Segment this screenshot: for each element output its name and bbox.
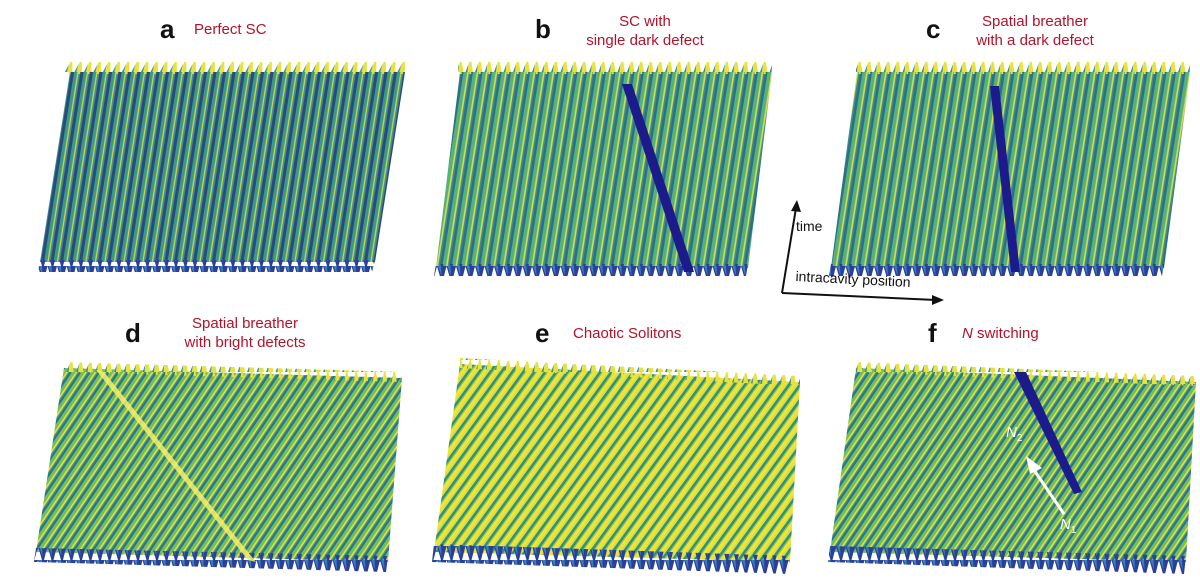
panel-title-c-line1: Spatial breather bbox=[982, 13, 1088, 30]
n1-label-subscript: 1 bbox=[1070, 525, 1077, 536]
panel-letter-d: d bbox=[125, 318, 141, 348]
panel-letter-a: a bbox=[160, 14, 175, 44]
panel-c-dark-defect bbox=[990, 86, 1020, 272]
panel-letter-e: e bbox=[535, 318, 550, 348]
n2-label: N2 bbox=[1006, 424, 1022, 444]
n1-label: N1 bbox=[1060, 516, 1076, 536]
panel-title-f-rest: switching bbox=[972, 325, 1039, 342]
panel-title-c-line2: with a dark defect bbox=[976, 32, 1094, 49]
panel-b-surface bbox=[434, 62, 772, 276]
position-axis-arrowhead bbox=[932, 295, 944, 305]
time-axis-label: time bbox=[796, 218, 823, 234]
axes-indicator bbox=[781, 200, 944, 305]
panel-f-surface bbox=[828, 362, 1196, 574]
panel-title-f-italic: N bbox=[962, 325, 973, 342]
switching-arrow-head bbox=[1026, 456, 1042, 474]
panel-title-b-line2: single dark defect bbox=[586, 32, 704, 49]
n2-label-subscript: 2 bbox=[1016, 433, 1023, 444]
panel-letter-f: f bbox=[928, 318, 937, 348]
n2-label-letter: N bbox=[1006, 424, 1017, 441]
panel-letter-c: c bbox=[926, 14, 941, 44]
panel-title-f: N switching bbox=[962, 324, 1039, 343]
panel-title-d-line1: Spatial breather bbox=[192, 315, 298, 332]
panel-c-surface bbox=[829, 62, 1190, 276]
panel-d-surface bbox=[34, 362, 402, 572]
n1-label-letter: N bbox=[1060, 516, 1071, 533]
panel-f-switching-defect bbox=[1014, 372, 1082, 494]
switching-arrow bbox=[1032, 469, 1066, 515]
panel-title-d-line2: with bright defects bbox=[184, 334, 306, 351]
panel-d-bright-defect bbox=[96, 370, 256, 562]
panel-title-d: Spatial breather with bright defects bbox=[165, 314, 325, 352]
panel-b-dark-defect bbox=[622, 84, 694, 272]
panel-title-e: Chaotic Solitons bbox=[573, 325, 682, 342]
panel-title-a: Perfect SC bbox=[194, 21, 267, 38]
time-axis-arrowhead bbox=[791, 200, 801, 212]
panel-title-c: Spatial breather with a dark defect bbox=[955, 12, 1115, 50]
panel-a-surface bbox=[38, 62, 406, 272]
panel-e-surface bbox=[432, 358, 800, 574]
panel-letter-b: b bbox=[535, 14, 551, 44]
position-axis-line bbox=[781, 292, 937, 301]
time-axis-line bbox=[781, 207, 797, 294]
panel-title-b: SC with single dark defect bbox=[570, 12, 720, 50]
panel-title-b-line1: SC with bbox=[619, 13, 671, 30]
